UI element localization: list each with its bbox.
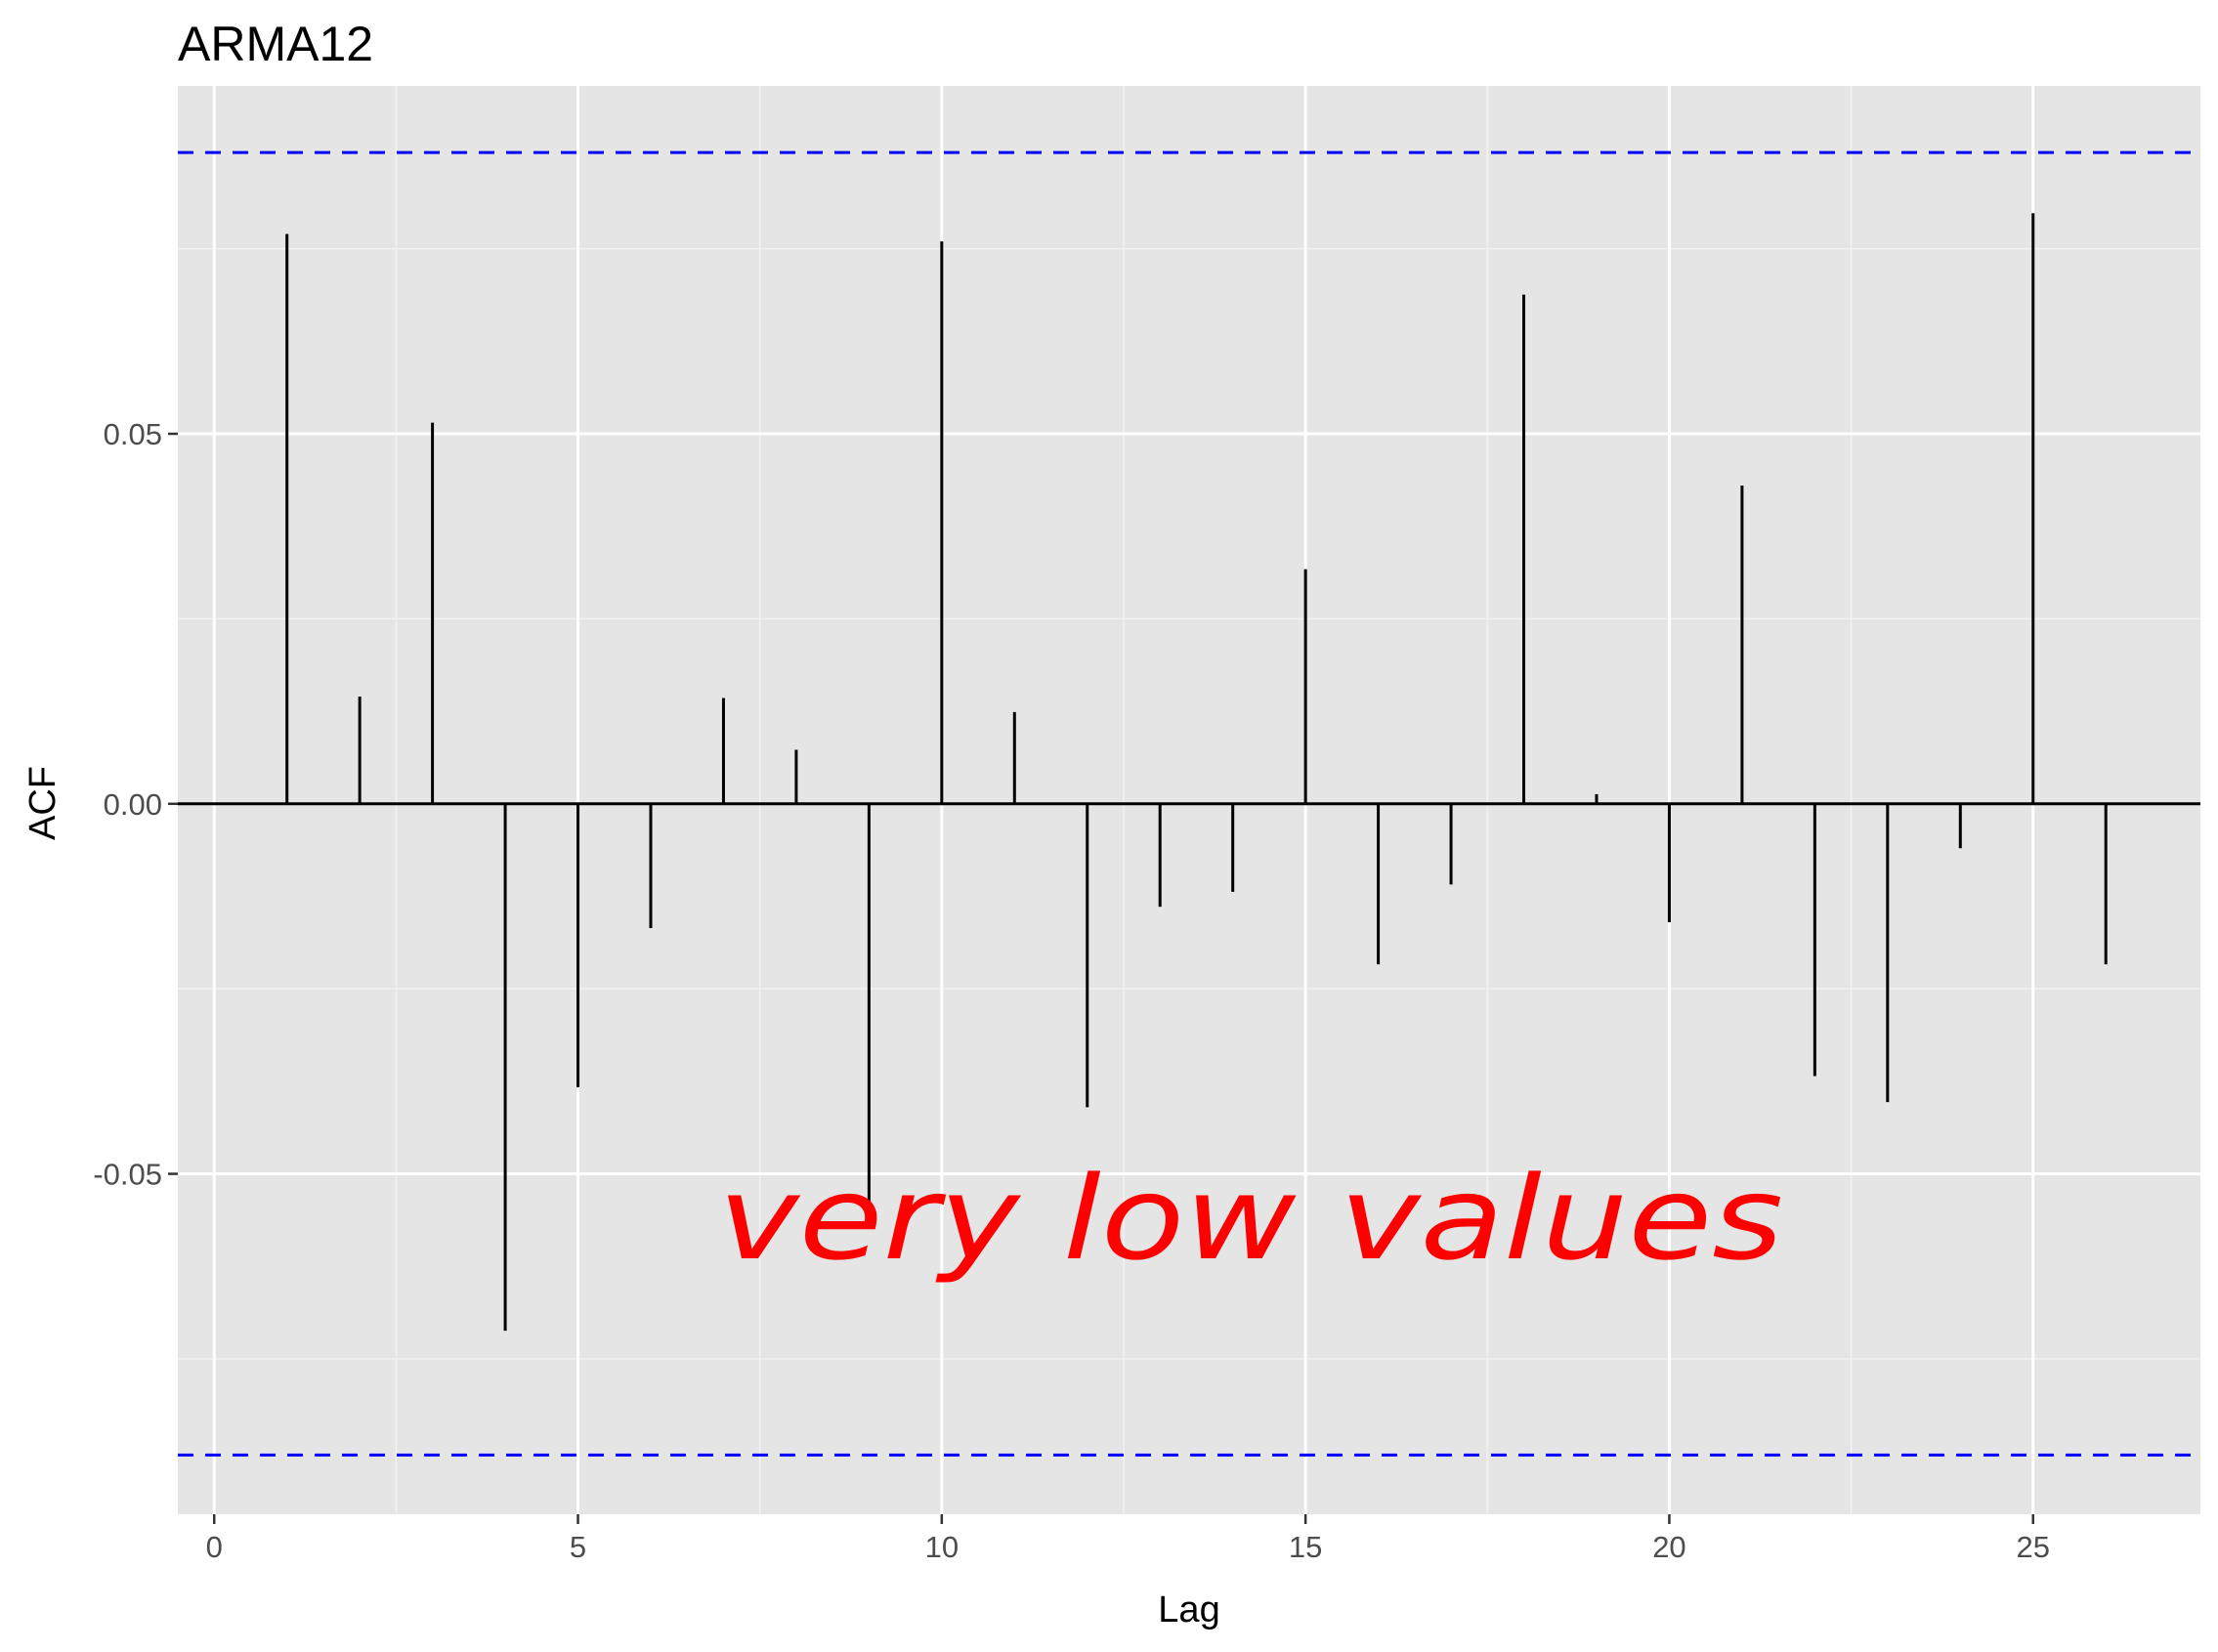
y-tick-labels: -0.05 0.00 0.05 <box>93 417 162 1192</box>
y-tick-label: 0.00 <box>104 787 162 822</box>
x-tick-label: 15 <box>1289 1530 1322 1564</box>
handwritten-annotation: very low values <box>718 1151 1783 1286</box>
minor-gridlines <box>178 86 2200 1514</box>
x-tick-label: 25 <box>2016 1530 2049 1564</box>
y-tick-label: -0.05 <box>93 1158 162 1192</box>
acf-bars <box>285 213 2108 1332</box>
x-axis-title: Lag <box>1158 1589 1219 1631</box>
chart-title: ARMA12 <box>178 17 373 71</box>
plot-panel <box>178 86 2200 1514</box>
x-tick-label: 10 <box>925 1530 959 1564</box>
x-tick-labels: 0 5 10 15 20 25 <box>206 1530 2050 1564</box>
y-axis-title: ACF <box>22 766 64 840</box>
x-tick-label: 0 <box>206 1530 223 1564</box>
x-tick-label: 20 <box>1652 1530 1685 1564</box>
confidence-bounds <box>178 150 2200 1457</box>
x-tick-label: 5 <box>570 1530 586 1564</box>
y-tick-label: 0.05 <box>104 417 162 451</box>
axis-ticks <box>168 432 2034 1524</box>
